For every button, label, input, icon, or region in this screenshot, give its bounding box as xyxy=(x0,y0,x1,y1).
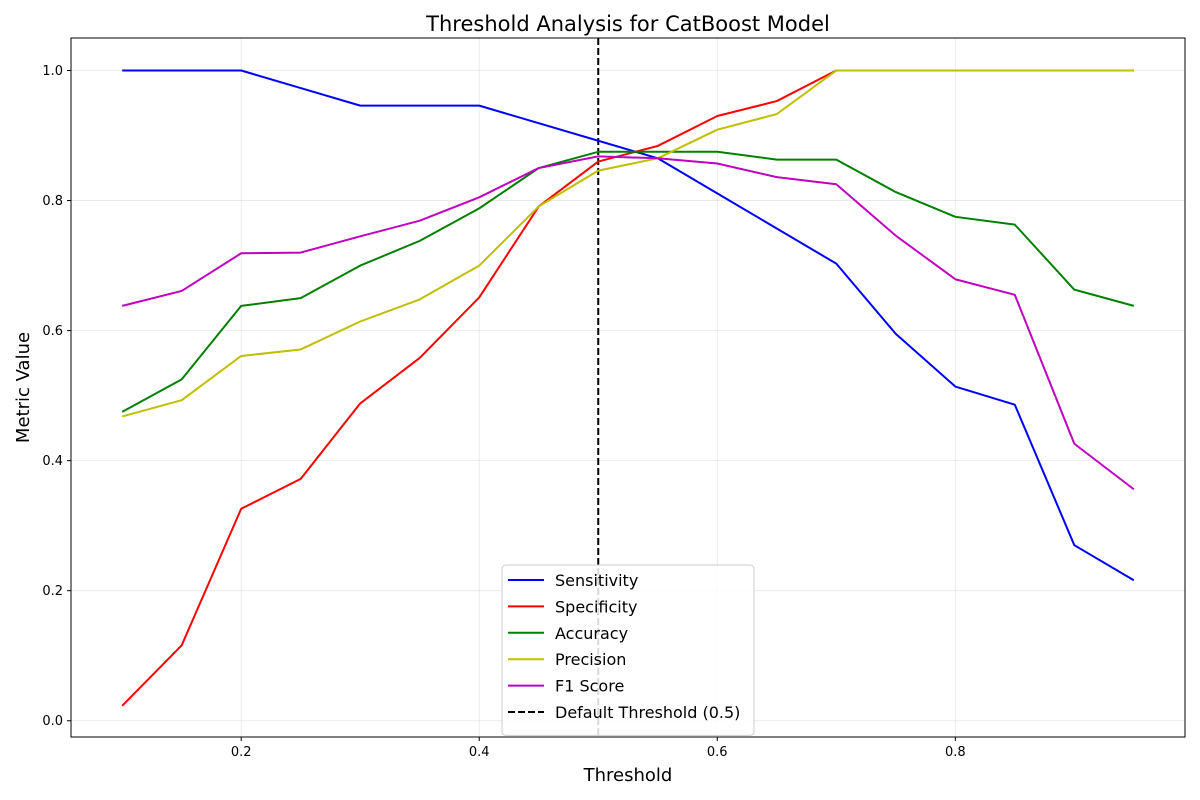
y-tick-label: 0.8 xyxy=(42,194,63,209)
legend-label: Accuracy xyxy=(555,624,628,643)
legend: Sensitivity Specificity Accuracy Precision F… xyxy=(501,564,755,736)
y-tick-label: 0.2 xyxy=(42,584,63,599)
ticks: 0.2 0.4 0.6 0.8 0.0 0.2 0.4 0.6 0.8 1.0 xyxy=(42,64,965,760)
series-line-sensitivity xyxy=(122,69,1135,582)
legend-label: Specificity xyxy=(555,597,637,616)
legend-box xyxy=(501,564,755,736)
y-tick-label: 0.4 xyxy=(42,454,63,469)
x-axis-label: Threshold xyxy=(583,765,673,786)
x-tick-label: 0.4 xyxy=(469,745,490,760)
plot-frame xyxy=(70,37,1186,738)
y-tick-label: 1.0 xyxy=(42,64,63,79)
y-tick-label: 0.0 xyxy=(42,714,63,729)
legend-label: F1 Score xyxy=(555,677,624,696)
series-line-accuracy xyxy=(121,150,1135,413)
series-layer xyxy=(121,69,1135,707)
legend-label: Sensitivity xyxy=(555,571,638,590)
series-line-precision xyxy=(121,69,1134,418)
series-line-f1-score xyxy=(121,155,1135,491)
x-tick-label: 0.8 xyxy=(945,745,966,760)
y-tick-label: 0.6 xyxy=(42,324,63,339)
legend-label: Precision xyxy=(555,650,626,669)
chart-title: Threshold Analysis for CatBoost Model xyxy=(425,12,830,36)
x-tick-label: 0.6 xyxy=(707,745,728,760)
x-tick-label: 0.2 xyxy=(231,745,252,760)
legend-label: Default Threshold (0.5) xyxy=(555,703,740,722)
y-axis-label: Metric Value xyxy=(13,332,34,443)
